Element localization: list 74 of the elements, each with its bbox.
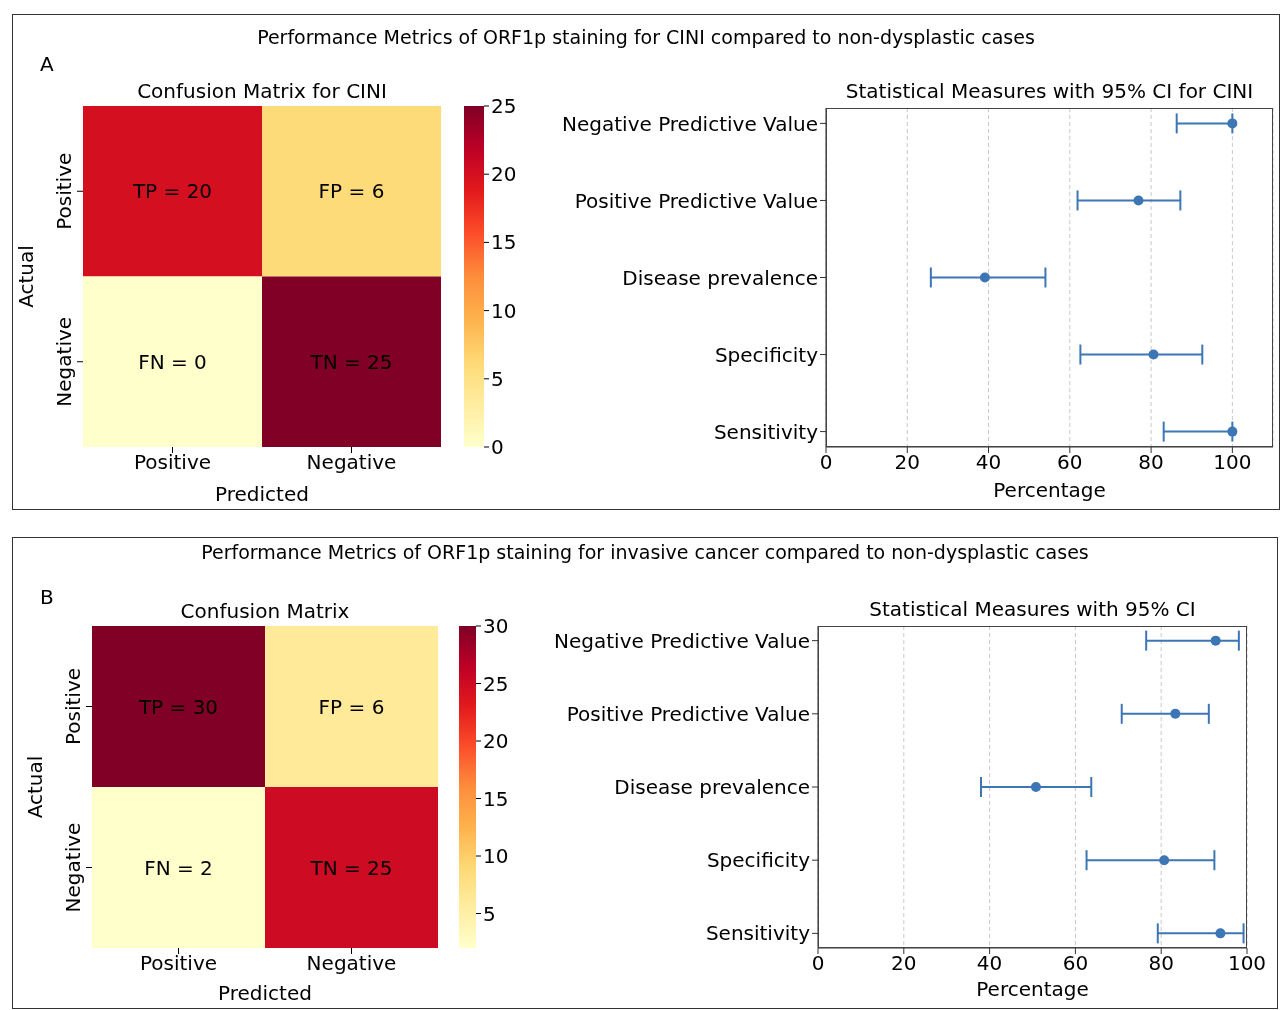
y-tick-label: Negative xyxy=(52,316,76,407)
y-tick-label: Specificity xyxy=(714,342,819,367)
data-label: TP = 20 xyxy=(131,179,213,204)
point xyxy=(1227,426,1238,437)
y-tick-label: Negative Predictive Value xyxy=(562,111,818,136)
x-tick-label: 100 xyxy=(1227,951,1267,976)
y-tick-label: Specificity xyxy=(706,848,811,873)
color-bar-label: 15 xyxy=(483,786,509,811)
x-tick-label: 40 xyxy=(976,951,1003,976)
y-tick-label: Sensitivity xyxy=(713,419,819,444)
point xyxy=(1030,782,1041,792)
data-label: FP = 6 xyxy=(318,179,385,204)
color-bar-label: 25 xyxy=(491,94,517,118)
point xyxy=(1148,349,1159,360)
x-tick-label: 60 xyxy=(1057,450,1083,475)
x-tick-label: 40 xyxy=(975,450,1002,475)
y-tick-label: Positive Predictive Value xyxy=(566,701,810,726)
x-tick-label: Positive xyxy=(139,951,218,976)
y-tick-label: Sensitivity xyxy=(705,921,811,946)
x-axis-title: Predicted xyxy=(215,482,309,506)
color-bar-label: 15 xyxy=(491,230,517,255)
x-tick-label: Negative xyxy=(306,951,397,976)
x-tick-label: 60 xyxy=(1062,951,1089,976)
point xyxy=(1133,195,1144,206)
y-tick-label: Positive Predictive Value xyxy=(574,188,818,213)
point xyxy=(1170,708,1181,719)
x-tick-label: Positive xyxy=(133,450,212,475)
x-tick-label: 0 xyxy=(819,450,833,475)
chart-title: Confusion Matrix for CINI xyxy=(136,79,388,103)
data-label: FN = 0 xyxy=(138,349,207,374)
y-tick-label: Negative xyxy=(61,822,85,913)
chart-title: Statistical Measures with 95% CI xyxy=(868,597,1197,621)
color-bar-label: 20 xyxy=(491,162,517,187)
color-bar-label: 30 xyxy=(483,614,509,638)
x-tick-label: 80 xyxy=(1148,951,1174,976)
point xyxy=(1227,118,1238,129)
x-axis-title: Percentage xyxy=(976,977,1089,1001)
color-bar-label: 5 xyxy=(483,901,496,926)
text: A xyxy=(40,52,54,76)
color-bar-label: 20 xyxy=(483,729,509,753)
x-tick-label: 20 xyxy=(891,951,917,976)
point xyxy=(979,272,990,283)
x-tick-label: 0 xyxy=(811,951,825,976)
y-tick-label: Disease prevalence xyxy=(614,775,810,800)
chart-title: Statistical Measures with 95% CI for CINI xyxy=(844,79,1255,103)
data-label: FN = 2 xyxy=(144,855,213,880)
point xyxy=(1210,635,1221,646)
data-label: TN = 25 xyxy=(309,855,393,880)
data-label: TP = 30 xyxy=(137,694,219,719)
text: Performance Metrics of ORF1p staining for invasive cancer compared to non-dysplastic cases xyxy=(200,541,1090,563)
text: Performance Metrics of ORF1p staining for CINI compared to non-dysplastic cases xyxy=(256,26,1036,48)
y-tick-label: Positive xyxy=(61,667,85,746)
x-tick-label: Negative xyxy=(306,450,397,475)
text: B xyxy=(40,585,54,609)
data-label: TN = 25 xyxy=(309,349,393,374)
y-tick-label: Negative Predictive Value xyxy=(554,628,810,653)
data-label: FP = 6 xyxy=(318,694,385,719)
point xyxy=(1215,928,1226,939)
x-tick-label: 100 xyxy=(1213,450,1252,475)
x-tick-label: 80 xyxy=(1138,450,1164,475)
color-bar-label: 25 xyxy=(483,671,509,696)
y-tick-label: Disease prevalence xyxy=(622,265,818,290)
color-bar-label: 0 xyxy=(491,435,504,459)
color-bar-label: 10 xyxy=(483,844,509,868)
y-axis-title: Actual xyxy=(23,755,48,819)
x-axis-title: Predicted xyxy=(218,981,312,1005)
color-bar-label: 5 xyxy=(491,366,504,391)
y-axis-title: Actual xyxy=(14,245,39,308)
x-tick-label: 20 xyxy=(894,450,920,475)
x-axis-title: Percentage xyxy=(993,478,1106,502)
y-tick-label: Positive xyxy=(52,152,76,230)
point xyxy=(1159,855,1170,866)
color-bar-label: 10 xyxy=(491,298,517,323)
chart-title: Confusion Matrix xyxy=(179,599,351,623)
